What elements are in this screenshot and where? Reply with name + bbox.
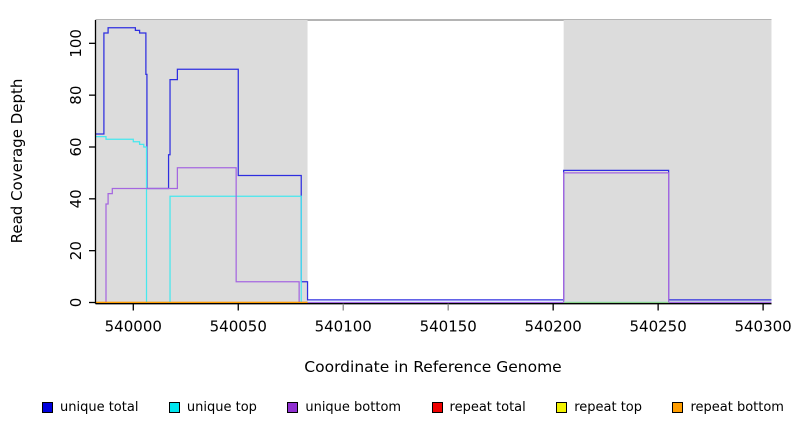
x-axis-title: Coordinate in Reference Genome <box>304 358 562 376</box>
legend-label: unique bottom <box>305 400 402 415</box>
legend-swatch-unique-bottom <box>287 402 299 413</box>
legend-swatch-repeat-bottom <box>672 402 684 413</box>
y-axis-title: Read Coverage Depth <box>8 78 26 244</box>
y-tick-label: 20 <box>67 241 85 260</box>
legend-label: repeat top <box>574 400 642 415</box>
legend-label: repeat total <box>449 400 526 415</box>
legend: unique total unique top unique bottom repea… <box>42 400 784 415</box>
series-line-unique-bottom <box>105 167 772 304</box>
legend-item-repeat-top: repeat top <box>556 400 642 415</box>
series-line-unique-total <box>95 27 772 301</box>
y-tick-label: 40 <box>67 189 85 208</box>
x-tick-label: 540000 <box>105 318 162 336</box>
x-tick-label: 540200 <box>525 318 582 336</box>
coverage-plot: 540000 540050 540100 540150 540200 540250 5403… <box>67 19 792 336</box>
legend-label: unique total <box>60 400 139 415</box>
x-tick-label: 540150 <box>420 318 477 336</box>
legend-swatch-repeat-top <box>556 402 568 413</box>
x-tick-label: 540100 <box>315 318 372 336</box>
y-tick-label: 0 <box>67 298 85 308</box>
legend-item-repeat-bottom: repeat bottom <box>672 400 784 415</box>
y-tick-label: 100 <box>67 29 85 58</box>
x-tick-label: 540300 <box>734 318 791 336</box>
legend-label: repeat bottom <box>690 400 784 415</box>
repeat-region-left <box>95 20 308 304</box>
x-tick-label: 540250 <box>630 318 687 336</box>
legend-swatch-unique-total <box>42 402 53 413</box>
legend-item-unique-bottom: unique bottom <box>287 400 401 415</box>
x-tick-label: 540050 <box>210 318 267 336</box>
repeat-region-right <box>563 20 772 304</box>
y-tick-label: 60 <box>67 137 85 156</box>
y-tick-label: 80 <box>67 86 85 105</box>
legend-item-unique-top: unique top <box>168 400 257 415</box>
legend-item-unique-total: unique total <box>42 400 138 415</box>
legend-swatch-repeat-total <box>431 402 443 413</box>
legend-label: unique top <box>186 400 257 415</box>
legend-item-repeat-total: repeat total <box>431 400 526 415</box>
legend-swatch-unique-top <box>168 402 180 413</box>
